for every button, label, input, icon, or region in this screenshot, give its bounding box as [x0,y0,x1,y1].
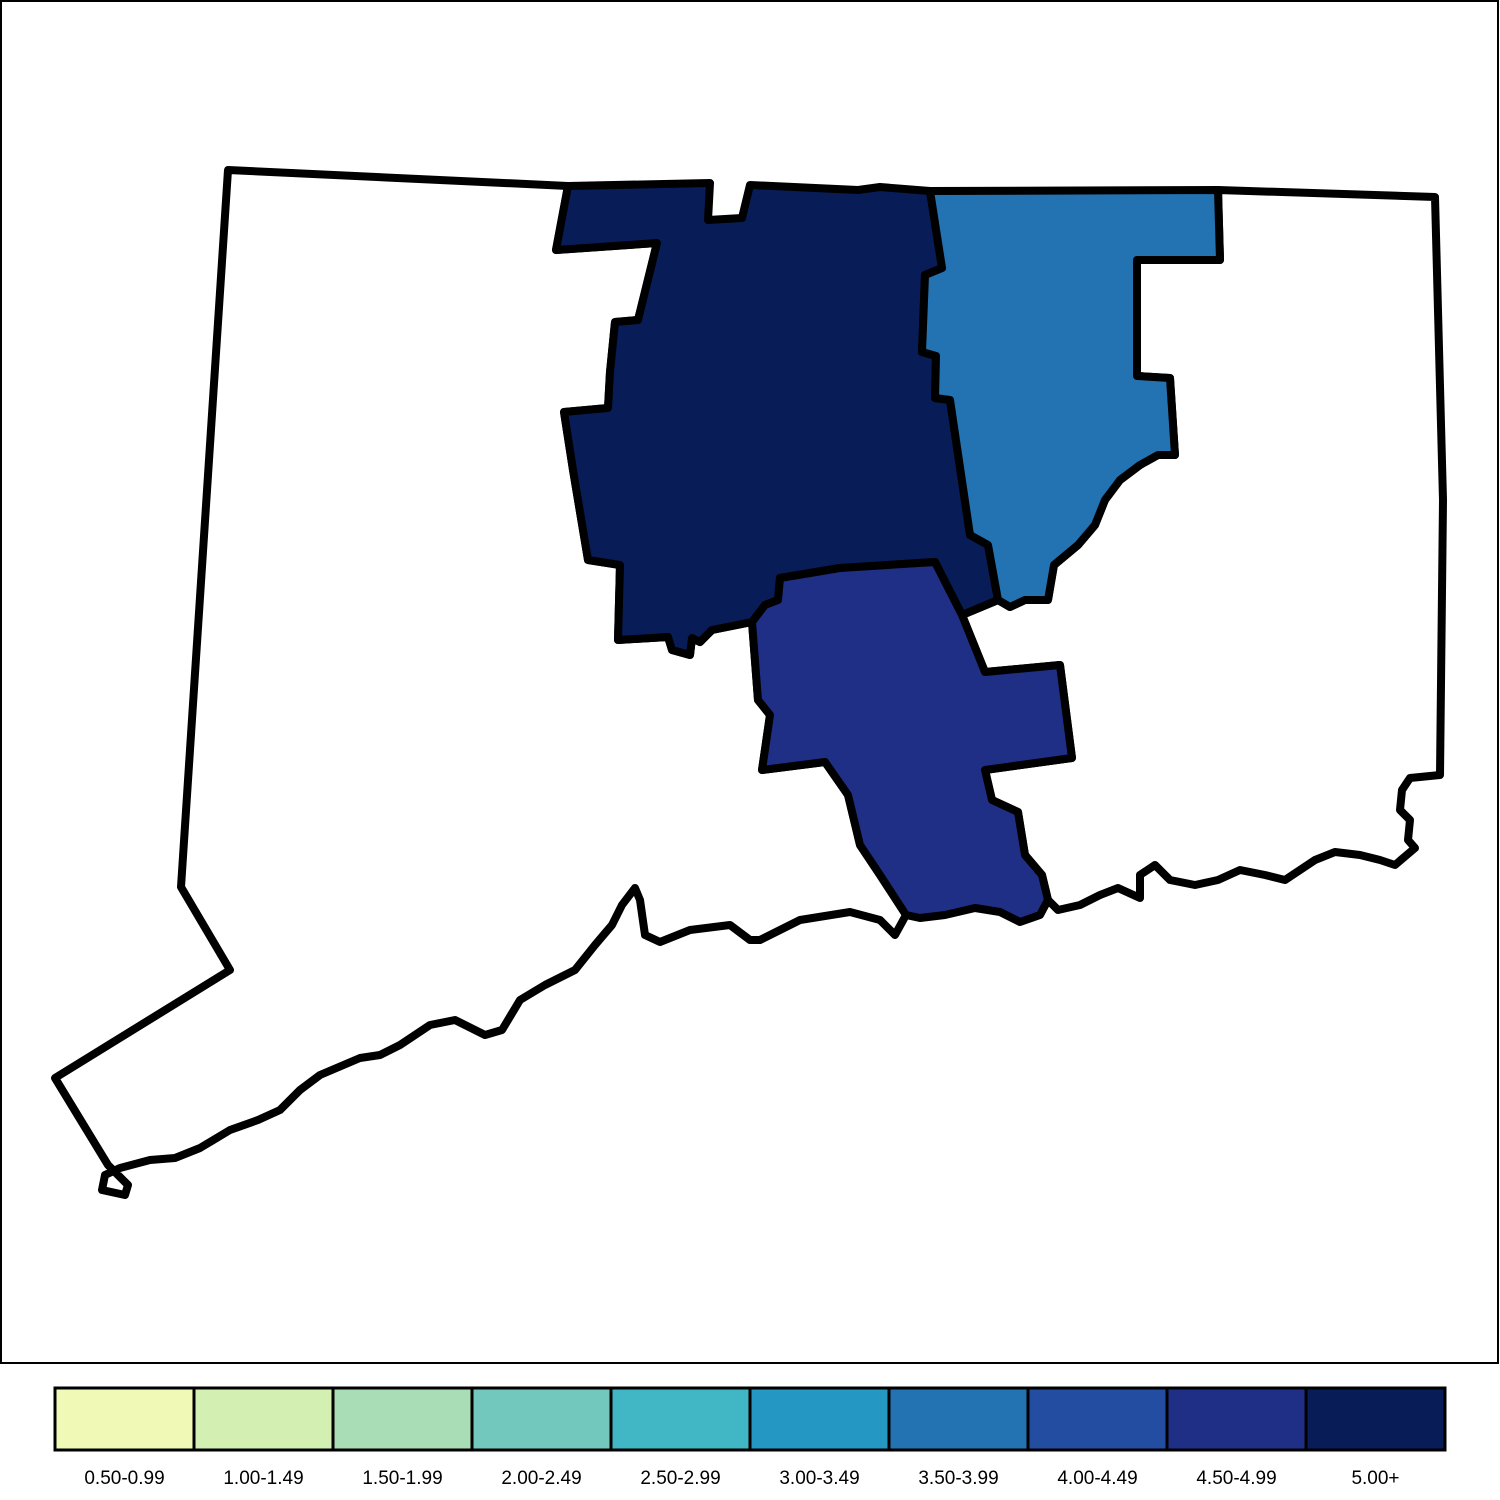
legend-swatch [609,1386,752,1452]
legend-label: 0.50-0.99 [84,1468,164,1489]
legend-label: 3.50-3.99 [918,1468,998,1489]
legend-label: 1.00-1.49 [223,1468,303,1489]
legend-swatch [53,1386,196,1452]
legend-swatch [1026,1386,1169,1452]
legend-swatch [1165,1386,1308,1452]
legend-label: 4.00-4.49 [1057,1468,1137,1489]
legend-label: 1.50-1.99 [362,1468,442,1489]
legend-label: 5.00+ [1351,1468,1399,1489]
legend-label: 3.00-3.49 [779,1468,859,1489]
legend-label: 2.50-2.99 [640,1468,720,1489]
legend-label: 4.50-4.99 [1196,1468,1276,1489]
legend-swatch [887,1386,1030,1452]
legend-swatch [192,1386,335,1452]
legend-swatch [1304,1386,1447,1452]
legend-swatch [748,1386,891,1452]
region-south-central [748,558,1076,926]
legend-swatch [470,1386,613,1452]
legend-label: 2.00-2.49 [501,1468,581,1489]
legend: 0.50-0.99 1.00-1.49 1.50-1.99 2.00-2.49 2.50… [53,1386,1447,1489]
legend-swatch [331,1386,474,1452]
region-north-east-central [918,186,1224,611]
